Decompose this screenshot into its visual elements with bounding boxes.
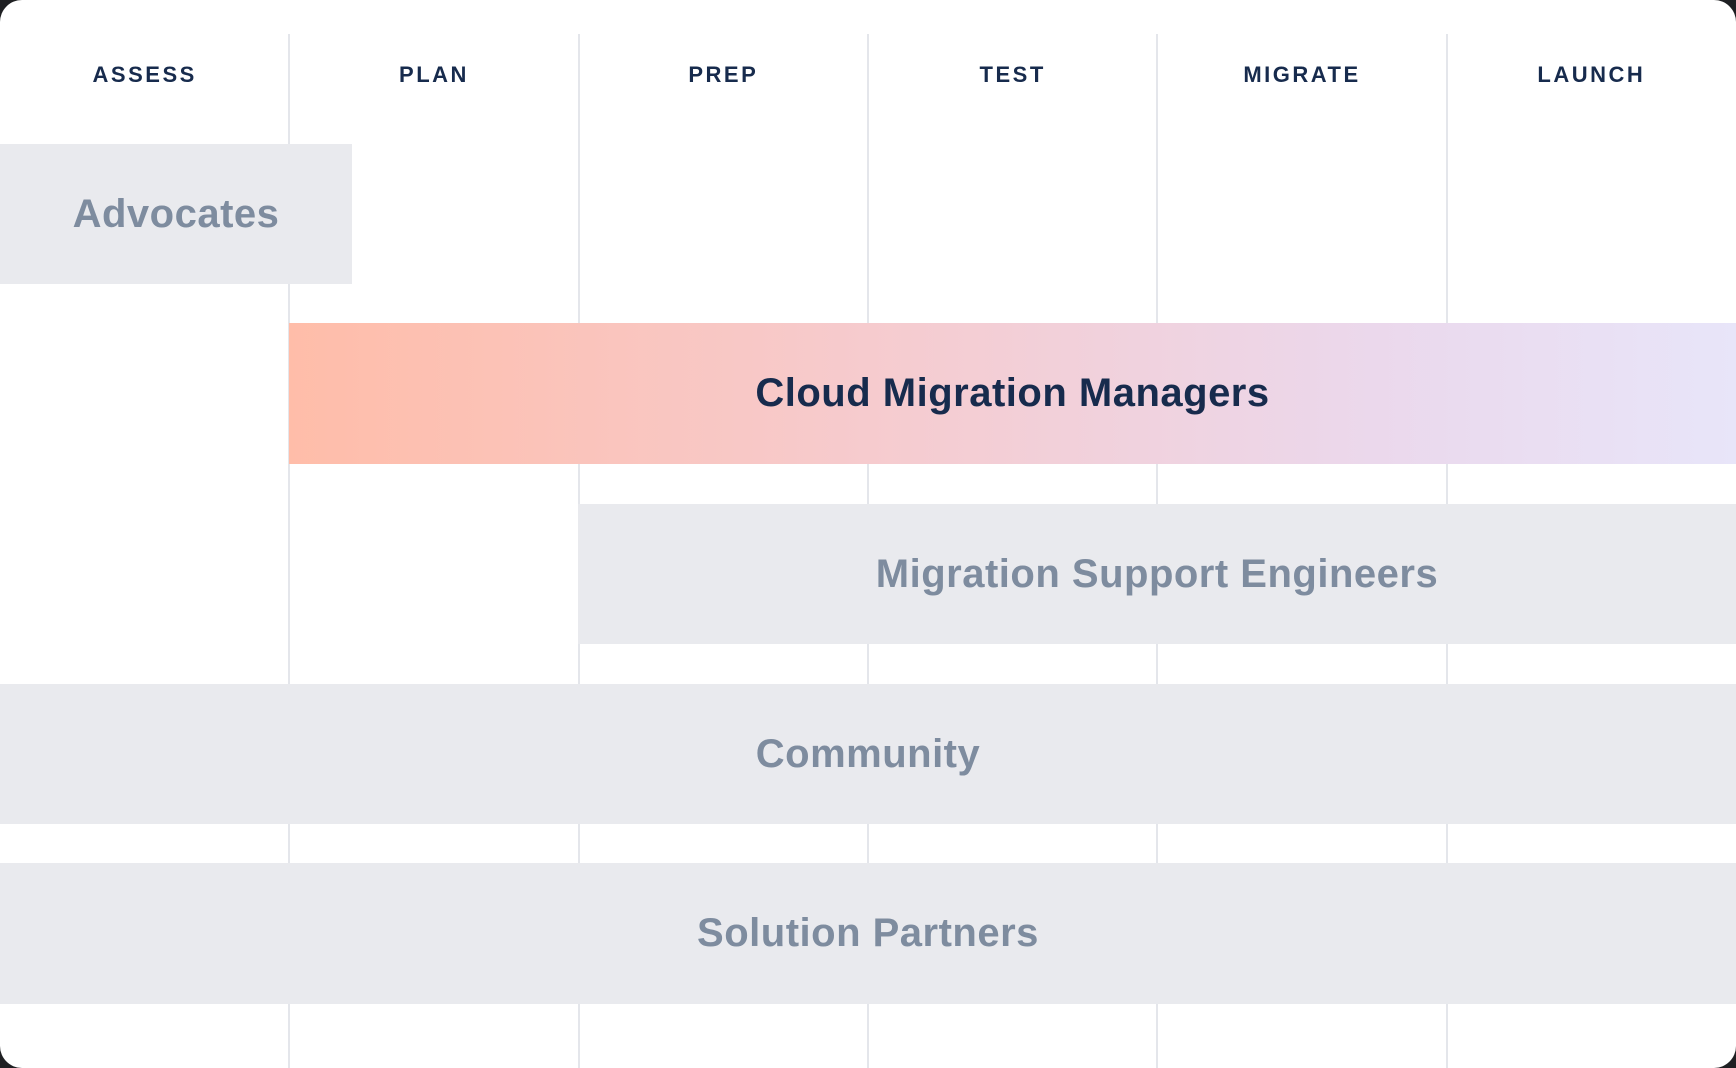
phase-header-test: TEST: [979, 62, 1046, 87]
bar-advocates: Advocates: [0, 144, 352, 284]
bar-label: Migration Support Engineers: [875, 551, 1439, 596]
phase-header-prep: PREP: [688, 62, 759, 87]
bar-label: Community: [755, 731, 981, 776]
bar-label: Advocates: [72, 191, 280, 236]
bar-migration-support-engineers: Migration Support Engineers: [578, 504, 1736, 644]
phase-header-assess: ASSESS: [92, 62, 197, 87]
phase-header-migrate: MIGRATE: [1243, 62, 1361, 87]
phase-header-launch: LAUNCH: [1537, 62, 1646, 87]
bar-cloud-migration-managers: Cloud Migration Managers: [289, 323, 1736, 464]
phase-header-plan: PLAN: [399, 62, 469, 87]
bar-label: Cloud Migration Managers: [755, 371, 1270, 415]
bar-label: Solution Partners: [697, 911, 1039, 955]
bar-community: Community: [0, 684, 1736, 824]
column-divider: [288, 34, 290, 1068]
bar-solution-partners: Solution Partners: [0, 863, 1736, 1004]
phase-header-row: ASSESS PLAN PREP TEST MIGRATE LAUNCH: [0, 62, 1736, 88]
